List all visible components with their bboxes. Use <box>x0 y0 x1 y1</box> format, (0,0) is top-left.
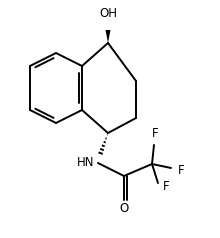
Text: F: F <box>152 127 158 140</box>
Polygon shape <box>106 30 110 43</box>
Text: HN: HN <box>77 157 94 169</box>
Text: O: O <box>119 202 129 215</box>
Text: F: F <box>178 164 185 177</box>
Text: OH: OH <box>99 7 117 20</box>
Text: F: F <box>163 180 170 193</box>
